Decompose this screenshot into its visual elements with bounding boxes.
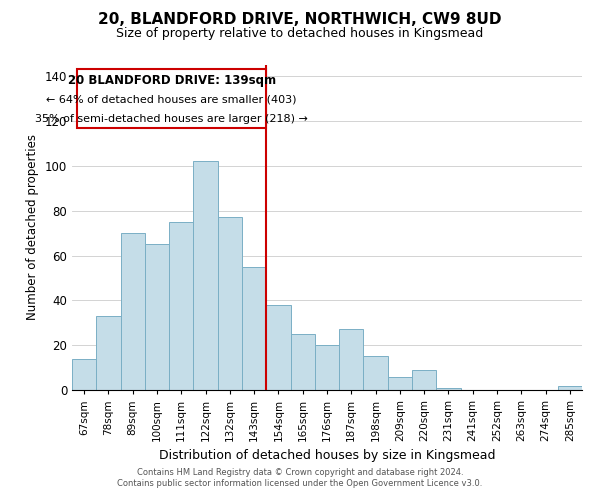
Text: Contains HM Land Registry data © Crown copyright and database right 2024.
Contai: Contains HM Land Registry data © Crown c… xyxy=(118,468,482,487)
Bar xyxy=(558,386,582,390)
Bar xyxy=(266,305,290,390)
Bar xyxy=(218,218,242,390)
Y-axis label: Number of detached properties: Number of detached properties xyxy=(26,134,39,320)
Bar xyxy=(412,370,436,390)
Text: 20, BLANDFORD DRIVE, NORTHWICH, CW9 8UD: 20, BLANDFORD DRIVE, NORTHWICH, CW9 8UD xyxy=(98,12,502,28)
Text: ← 64% of detached houses are smaller (403): ← 64% of detached houses are smaller (40… xyxy=(46,94,297,104)
Bar xyxy=(242,266,266,390)
Bar xyxy=(339,330,364,390)
Bar xyxy=(315,345,339,390)
Text: 35% of semi-detached houses are larger (218) →: 35% of semi-detached houses are larger (… xyxy=(35,114,308,124)
Bar xyxy=(72,358,96,390)
Bar xyxy=(193,162,218,390)
FancyBboxPatch shape xyxy=(77,70,266,128)
Bar xyxy=(388,376,412,390)
Bar xyxy=(436,388,461,390)
Bar xyxy=(169,222,193,390)
X-axis label: Distribution of detached houses by size in Kingsmead: Distribution of detached houses by size … xyxy=(159,450,495,462)
Bar xyxy=(290,334,315,390)
Bar xyxy=(121,233,145,390)
Bar xyxy=(364,356,388,390)
Bar xyxy=(96,316,121,390)
Text: 20 BLANDFORD DRIVE: 139sqm: 20 BLANDFORD DRIVE: 139sqm xyxy=(68,74,275,87)
Bar xyxy=(145,244,169,390)
Text: Size of property relative to detached houses in Kingsmead: Size of property relative to detached ho… xyxy=(116,28,484,40)
